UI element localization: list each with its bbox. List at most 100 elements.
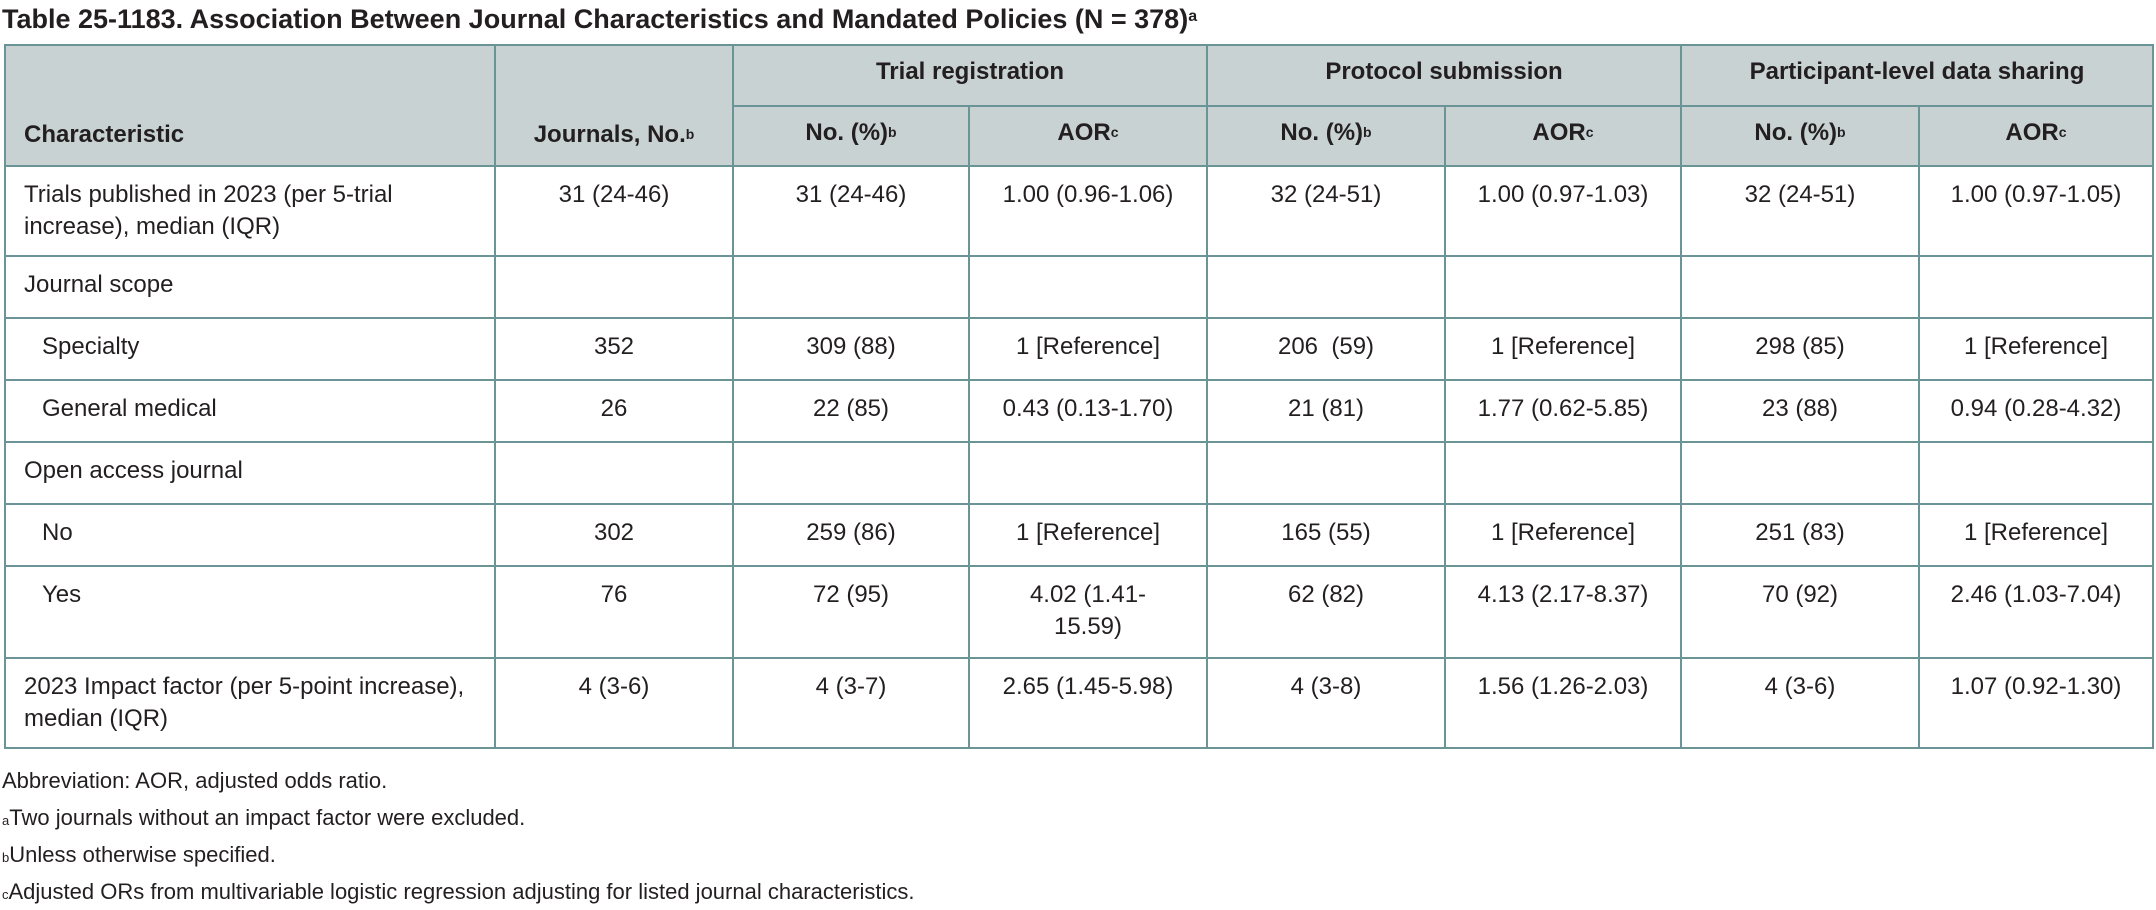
cell-journals: 26 <box>494 379 734 443</box>
header-aor-text: AOR <box>1532 119 1586 146</box>
cell-data-sharing-aor: 1 [Reference] <box>1918 503 2154 567</box>
footnote-marker: a <box>2 813 10 828</box>
cell-data-sharing-no: 70 (92) <box>1680 565 1920 659</box>
cell-protocol-no <box>1206 441 1446 505</box>
cell-trial-reg-aor: 1 [Reference] <box>968 503 1208 567</box>
cell-data-sharing-no: 23 (88) <box>1680 379 1920 443</box>
cell-data-sharing-no <box>1680 255 1920 319</box>
footnote-abbreviation: Abbreviation: AOR, adjusted odds ratio. <box>2 762 915 799</box>
cell-protocol-aor: 1.56 (1.26-2.03) <box>1444 657 1682 749</box>
row-label: Trials published in 2023 (per 5-trial in… <box>4 165 496 257</box>
header-aor: AORc <box>1444 105 1682 167</box>
table-row: 2023 Impact factor (per 5-point increase… <box>4 657 2154 749</box>
header-no-pct-text: No. (%) <box>805 119 889 146</box>
header-aor: AORc <box>1918 105 2154 167</box>
data-table: Characteristic Journals, No.b Trial regi… <box>4 44 2154 749</box>
header-no-pct: No. (%)b <box>732 105 970 167</box>
table-row: Open access journal <box>4 441 2154 505</box>
header-group-protocol-submission: Protocol submission <box>1206 44 1682 107</box>
cell-trial-reg-no: 22 (85) <box>732 379 970 443</box>
cell-data-sharing-no: 4 (3-6) <box>1680 657 1920 749</box>
row-label: Specialty <box>4 317 496 381</box>
cell-protocol-no: 32 (24-51) <box>1206 165 1446 257</box>
header-group-trial-registration: Trial registration <box>732 44 1208 107</box>
footnote-b: bUnless otherwise specified. <box>2 836 915 873</box>
cell-journals <box>494 255 734 319</box>
table-title-text: Table 25-1183. Association Between Journ… <box>2 4 1189 34</box>
footnote-c: cAdjusted ORs from multivariable logisti… <box>2 873 915 910</box>
header-aor-sup: c <box>1585 124 1594 140</box>
title-footnote-marker: a <box>1188 8 1198 25</box>
row-label: 2023 Impact factor (per 5-point increase… <box>4 657 496 749</box>
header-aor-text: AOR <box>1057 119 1111 146</box>
table-row: Journal scope <box>4 255 2154 319</box>
cell-protocol-no: 21 (81) <box>1206 379 1446 443</box>
row-label: General medical <box>4 379 496 443</box>
cell-data-sharing-aor: 2.46 (1.03-7.04) <box>1918 565 2154 659</box>
cell-trial-reg-aor <box>968 441 1208 505</box>
cell-protocol-no: 165 (55) <box>1206 503 1446 567</box>
cell-trial-reg-no: 309 (88) <box>732 317 970 381</box>
table-row: Trials published in 2023 (per 5-trial in… <box>4 165 2154 257</box>
footnote-a: aTwo journals without an impact factor w… <box>2 799 915 836</box>
cell-data-sharing-no: 251 (83) <box>1680 503 1920 567</box>
footnote-marker: b <box>2 850 10 865</box>
row-label: No <box>4 503 496 567</box>
header-no-pct: No. (%)b <box>1680 105 1920 167</box>
cell-protocol-no <box>1206 255 1446 319</box>
cell-data-sharing-no: 32 (24-51) <box>1680 165 1920 257</box>
header-characteristic: Characteristic <box>4 44 496 167</box>
cell-data-sharing-aor <box>1918 255 2154 319</box>
header-group-data-sharing: Participant-level data sharing <box>1680 44 2154 107</box>
cell-protocol-aor <box>1444 441 1682 505</box>
cell-protocol-aor: 1 [Reference] <box>1444 317 1682 381</box>
header-no-pct-text: No. (%) <box>1280 119 1364 146</box>
row-label: Yes <box>4 565 496 659</box>
cell-data-sharing-aor <box>1918 441 2154 505</box>
cell-protocol-aor <box>1444 255 1682 319</box>
cell-protocol-aor: 1 [Reference] <box>1444 503 1682 567</box>
cell-trial-reg-no: 4 (3-7) <box>732 657 970 749</box>
cell-journals <box>494 441 734 505</box>
header-aor-sup: c <box>1110 124 1119 140</box>
header-aor: AORc <box>968 105 1208 167</box>
footnote-text: Abbreviation: AOR, adjusted odds ratio. <box>2 768 388 793</box>
header-no-pct: No. (%)b <box>1206 105 1446 167</box>
cell-trial-reg-no <box>732 255 970 319</box>
cell-trial-reg-aor: 1.00 (0.96-1.06) <box>968 165 1208 257</box>
cell-data-sharing-aor: 1.07 (0.92-1.30) <box>1918 657 2154 749</box>
header-characteristic-text: Characteristic <box>24 121 185 148</box>
footnote-text: Adjusted ORs from multivariable logistic… <box>8 879 915 904</box>
table-title: Table 25-1183. Association Between Journ… <box>2 2 1197 36</box>
footnote-text: Unless otherwise specified. <box>9 842 276 867</box>
cell-journals: 76 <box>494 565 734 659</box>
cell-protocol-no: 206 (59) <box>1206 317 1446 381</box>
table-row: Specialty 352 309 (88) 1 [Reference] 206… <box>4 317 2154 381</box>
header-journals: Journals, No.b <box>494 44 734 167</box>
cell-trial-reg-no: 259 (86) <box>732 503 970 567</box>
header-no-pct-sup: b <box>1363 124 1372 140</box>
cell-protocol-no: 4 (3-8) <box>1206 657 1446 749</box>
header-aor-text: AOR <box>2005 119 2059 146</box>
header-row-groups: Characteristic Journals, No.b Trial regi… <box>4 44 2154 167</box>
table-row: Yes 76 72 (95) 4.02 (1.41-15.59) 62 (82)… <box>4 565 2154 659</box>
cell-data-sharing-aor: 0.94 (0.28-4.32) <box>1918 379 2154 443</box>
cell-trial-reg-aor: 0.43 (0.13-1.70) <box>968 379 1208 443</box>
cell-trial-reg-aor: 2.65 (1.45-5.98) <box>968 657 1208 749</box>
header-no-pct-sup: b <box>1837 124 1846 140</box>
cell-protocol-aor: 1.00 (0.97-1.03) <box>1444 165 1682 257</box>
cell-journals: 352 <box>494 317 734 381</box>
row-label: Open access journal <box>4 441 496 505</box>
row-label: Journal scope <box>4 255 496 319</box>
header-row-subcolumns: No. (%)b AORc No. (%)b AORc No. (%)b AOR… <box>5 105 2154 167</box>
cell-data-sharing-no <box>1680 441 1920 505</box>
cell-trial-reg-no: 31 (24-46) <box>732 165 970 257</box>
cell-trial-reg-no: 72 (95) <box>732 565 970 659</box>
header-no-pct-sup: b <box>888 124 897 140</box>
header-no-pct-text: No. (%) <box>1754 119 1838 146</box>
cell-data-sharing-no: 298 (85) <box>1680 317 1920 381</box>
table-row: General medical 26 22 (85) 0.43 (0.13-1.… <box>4 379 2154 443</box>
cell-trial-reg-aor: 1 [Reference] <box>968 317 1208 381</box>
cell-journals: 4 (3-6) <box>494 657 734 749</box>
cell-protocol-aor: 4.13 (2.17-8.37) <box>1444 565 1682 659</box>
